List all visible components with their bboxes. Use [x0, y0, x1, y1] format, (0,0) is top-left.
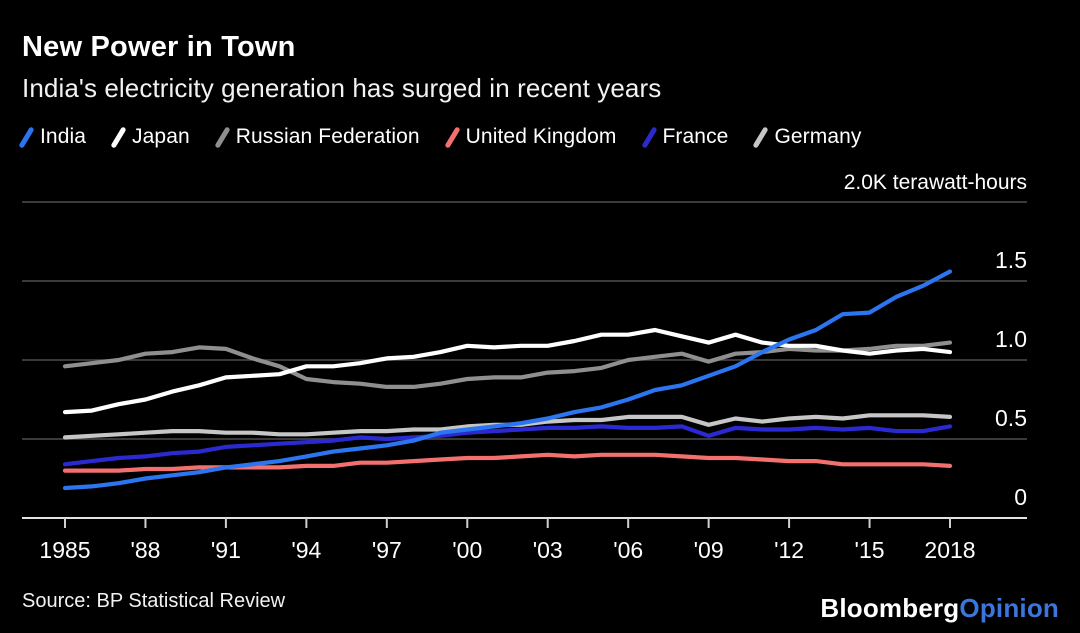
x-tick-label: '06	[613, 537, 643, 563]
x-tick-label: '00	[452, 537, 482, 563]
source-note: Source: BP Statistical Review	[22, 590, 286, 612]
logo-bloomberg: Bloomberg	[820, 593, 960, 623]
legend-label: France	[662, 125, 729, 148]
chart-subtitle: India's electricity generation has surge…	[22, 73, 662, 103]
x-tick-label: '03	[533, 537, 563, 563]
legend-item-france: France	[640, 125, 729, 149]
legend-label: Germany	[774, 125, 862, 148]
line-japan	[62, 327, 953, 415]
y-tick-label: 1.5	[995, 247, 1027, 273]
legend-item-germany: Germany	[752, 125, 862, 149]
x-tick-label: '94	[291, 537, 321, 563]
line-united-kingdom	[62, 452, 953, 473]
x-tick-label: '15	[855, 537, 885, 563]
legend-item-japan: Japan	[110, 125, 190, 149]
chart-legend: India Japan Russian Federation United Kingd…	[18, 122, 862, 152]
x-tick-label: '88	[130, 537, 160, 563]
line-france	[62, 424, 953, 467]
x-tick-label: 1985	[39, 537, 90, 563]
legend-label: United Kingdom	[465, 125, 617, 148]
x-tick-label: '12	[774, 537, 804, 563]
y-tick-label: 1.0	[995, 326, 1027, 352]
legend-label: Russian Federation	[235, 125, 420, 148]
legend-item-russian-federation: Russian Federation	[214, 125, 420, 149]
x-tick-label: '91	[211, 537, 241, 563]
x-tick-label: '09	[694, 537, 724, 563]
y-tick-label: 0	[1014, 484, 1027, 510]
line-russian-federation	[62, 340, 953, 389]
legend-label: India	[40, 125, 87, 148]
legend-label: Japan	[132, 125, 190, 148]
x-tick-label: '97	[372, 537, 402, 563]
y-tick-label: 2.0K terawatt-hours	[844, 171, 1027, 194]
line-india	[62, 269, 953, 491]
legend-item-india: India	[18, 125, 87, 149]
y-tick-label: 0.5	[995, 405, 1027, 431]
logo-opinion: Opinion	[959, 593, 1059, 623]
legend-item-united-kingdom: United Kingdom	[444, 125, 617, 149]
x-tick-label: 2018	[924, 537, 975, 563]
chart-header: New Power in Town India's electricity ge…	[22, 33, 661, 104]
page-title: New Power in Town	[22, 31, 296, 63]
bloomberg-opinion-logo: BloombergOpinion	[820, 593, 1059, 624]
